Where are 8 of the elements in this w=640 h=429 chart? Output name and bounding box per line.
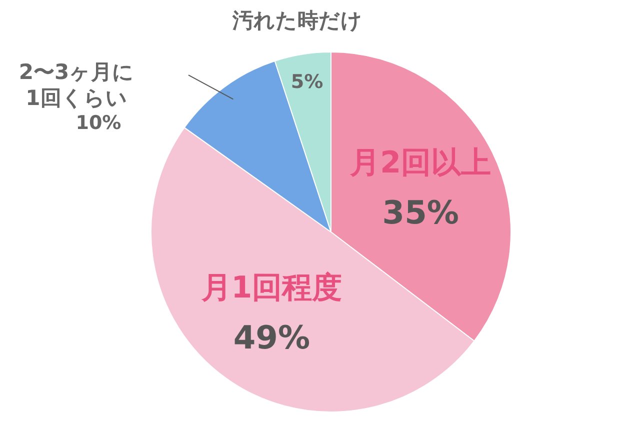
data-label: 49% [233,318,310,357]
slice-label: 2〜3ヶ月に 1回くらい [18,60,134,110]
slice-label: 月2回以上 [349,146,492,181]
data-label: 5% [290,70,324,93]
slice-label: 汚れた時だけ [231,8,362,33]
data-label: 10% [76,112,122,134]
slice-label: 月1回程度 [200,270,342,306]
data-label: 35% [382,194,459,232]
